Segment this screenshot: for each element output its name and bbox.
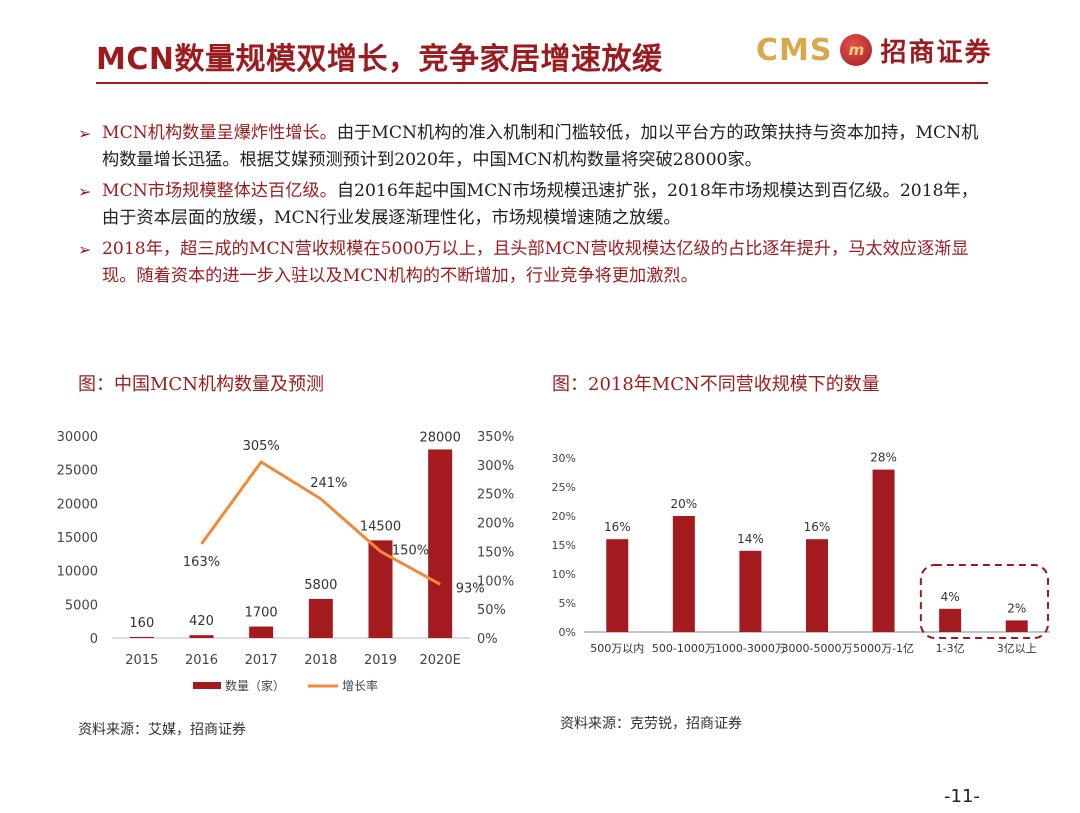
right-chart-source: 资料来源：克劳锐，招商证券 [560, 716, 742, 732]
x-tick-label: 2015 [125, 653, 158, 668]
y-right-tick-label: 0% [477, 632, 498, 647]
x-tick-label: 500万以内 [590, 641, 644, 655]
bar-data-label: 28% [870, 451, 897, 465]
y-left-tick-label: 15000 [57, 531, 98, 546]
growth-rate-line [200, 459, 441, 586]
y-tick-label: 25% [552, 481, 576, 494]
y-right-tick-label: 300% [477, 459, 514, 474]
page-number: -11- [944, 786, 980, 807]
x-tick-label: 2019 [364, 653, 397, 668]
logo-badge-icon: m [840, 34, 873, 66]
brand-logo: CMS m 招商证券 [756, 32, 993, 68]
y-left-tick-label: 30000 [57, 430, 98, 445]
bar [672, 516, 695, 632]
logo-company-name: 招商证券 [880, 37, 993, 68]
bullet-item: ➢ MCN机构数量呈爆炸性增长。由于MCN机构的准入机制和门槛较低，加以平台方的政… [78, 120, 990, 174]
bar [806, 539, 828, 632]
x-tick-label: 3亿以上 [997, 642, 1037, 655]
y-right-tick-label: 50% [477, 603, 506, 618]
x-tick-label: 2020E [420, 653, 461, 668]
arrow-bullet-icon: ➢ [78, 124, 92, 143]
legend-line-label: 增长率 [342, 678, 378, 693]
y-right-tick-label: 350% [477, 430, 514, 445]
bar [1005, 620, 1028, 632]
bar-data-label: 16% [804, 520, 831, 534]
y-tick-label: 10% [552, 568, 576, 581]
bullet-item: ➢ 2018年，超三成的MCN营收规模在5000万以上，且头部MCN营收规模达亿级… [78, 236, 990, 290]
page-title: MCN数量规模双增长，竞争家居增速放缓 [96, 42, 663, 77]
bullet-text: 由于MCN机构的准入机制和门槛较低，加以平台方的政策扶持与资本加持，MCN机构数… [102, 123, 979, 170]
x-tick-label: 500-1000万 [652, 642, 716, 655]
line-data-label: 163% [183, 555, 220, 570]
arrow-bullet-icon: ➢ [78, 240, 92, 259]
legend-bar-label: 数量（家） [225, 678, 285, 693]
bar [189, 635, 214, 638]
highlight-dashed-box [919, 564, 1050, 639]
y-right-tick-label: 150% [477, 545, 514, 560]
bar-data-label: 5800 [304, 578, 337, 593]
x-tick-label: 2018 [304, 653, 337, 668]
x-tick-label: 2016 [185, 653, 218, 668]
x-tick-label: 3000-5000万 [782, 642, 853, 655]
bullet-text: 2018年，超三成的MCN营收规模在5000万以上，且头部MCN营收规模达亿级的… [102, 239, 969, 286]
bar-data-label: 4% [941, 590, 960, 604]
bullet-item: ➢ MCN市场规模整体达百亿级。自2016年起中国MCN市场规模迅速扩张，2018… [78, 178, 990, 232]
bar-data-label: 420 [189, 614, 214, 629]
x-tick-label: 1-3亿 [936, 642, 965, 655]
bar-data-label: 1700 [245, 606, 278, 621]
y-right-tick-label: 200% [477, 517, 514, 532]
line-data-label: 93% [456, 581, 485, 596]
bullet-list: ➢ MCN机构数量呈爆炸性增长。由于MCN机构的准入机制和门槛较低，加以平台方的政… [78, 120, 990, 294]
y-left-tick-label: 0 [90, 632, 98, 647]
bar [308, 598, 333, 638]
bullet-highlight: MCN机构数量呈爆炸性增长。 [102, 123, 337, 143]
y-right-tick-label: 250% [477, 488, 514, 503]
y-left-tick-label: 25000 [57, 464, 98, 479]
y-right-tick-label: 100% [477, 574, 514, 589]
x-tick-label: 5000万-1亿 [853, 642, 914, 655]
y-left-tick-label: 10000 [57, 565, 98, 580]
mcn-count-chart: 0 5000 10000 15000 20000 25000 30000 0% 50% 100% 1… [57, 430, 515, 693]
right-chart-caption: 图：2018年MCN不同营收规模下的数量 [552, 374, 880, 395]
bar [249, 626, 274, 638]
x-tick-label: 2017 [245, 653, 278, 668]
y-tick-label: 5% [559, 597, 576, 610]
y-left-tick-label: 5000 [65, 598, 98, 613]
left-chart-source: 资料来源：艾媒，招商证券 [78, 722, 246, 738]
y-tick-label: 30% [552, 452, 576, 465]
bar [739, 550, 762, 632]
x-tick-label: 1000-3000万 [715, 642, 786, 655]
bar [428, 449, 453, 638]
title-divider [96, 82, 988, 84]
y-tick-label: 15% [552, 539, 576, 552]
left-chart-caption: 图：中国MCN机构数量及预测 [78, 374, 324, 395]
line-data-label: 241% [310, 476, 347, 491]
arrow-bullet-icon: ➢ [78, 182, 92, 201]
bar-data-label: 28000 [419, 430, 460, 445]
bar [872, 469, 895, 632]
legend-bar-swatch [193, 682, 221, 689]
bullet-text: 自2016年起中国MCN市场规模迅速扩张，2018年市场规模达到百亿级。2018… [102, 181, 978, 228]
bullet-highlight: MCN市场规模整体达百亿级。 [102, 181, 337, 201]
y-left-tick-label: 20000 [57, 497, 98, 512]
bar-data-label: 2% [1007, 601, 1026, 615]
bar-data-label: 14500 [360, 519, 401, 534]
y-tick-label: 0% [559, 626, 576, 639]
mcn-revenue-chart: 0% 5% 10% 15% 20% 25% 30% 16% 20% 14% 16% 28% 4% 2% 50… [552, 451, 1050, 655]
bar [939, 608, 962, 632]
line-data-label: 150% [392, 543, 429, 558]
line-data-label: 305% [243, 439, 280, 454]
logo-cms-text: CMS [756, 32, 833, 68]
bar-data-label: 20% [671, 497, 698, 511]
bar-data-label: 14% [737, 532, 764, 546]
bar [606, 539, 629, 632]
bar-data-label: 160 [129, 616, 154, 631]
bar [129, 636, 154, 638]
bar-data-label: 16% [604, 520, 631, 534]
y-tick-label: 20% [552, 510, 576, 523]
